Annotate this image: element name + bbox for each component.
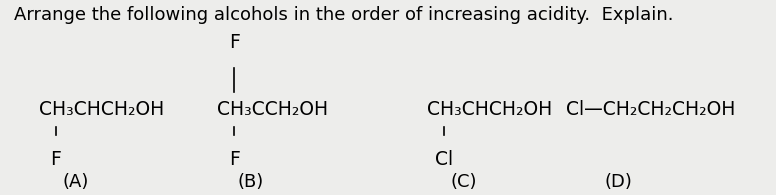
Text: CH₃CHCH₂OH: CH₃CHCH₂OH <box>427 100 552 119</box>
Text: Cl—CH₂CH₂CH₂OH: Cl—CH₂CH₂CH₂OH <box>566 100 736 119</box>
Text: (A): (A) <box>63 173 88 191</box>
Text: Cl: Cl <box>435 150 453 169</box>
Text: Arrange the following alcohols in the order of increasing acidity.  Explain.: Arrange the following alcohols in the or… <box>14 6 674 24</box>
Text: CH₃CHCH₂OH: CH₃CHCH₂OH <box>39 100 164 119</box>
Text: (C): (C) <box>450 173 477 191</box>
Text: (B): (B) <box>237 173 264 191</box>
Text: (D): (D) <box>605 173 632 191</box>
Text: F: F <box>229 150 240 169</box>
Text: F: F <box>50 150 61 169</box>
Text: F: F <box>229 33 240 52</box>
Text: CH₃CCH₂OH: CH₃CCH₂OH <box>217 100 328 119</box>
